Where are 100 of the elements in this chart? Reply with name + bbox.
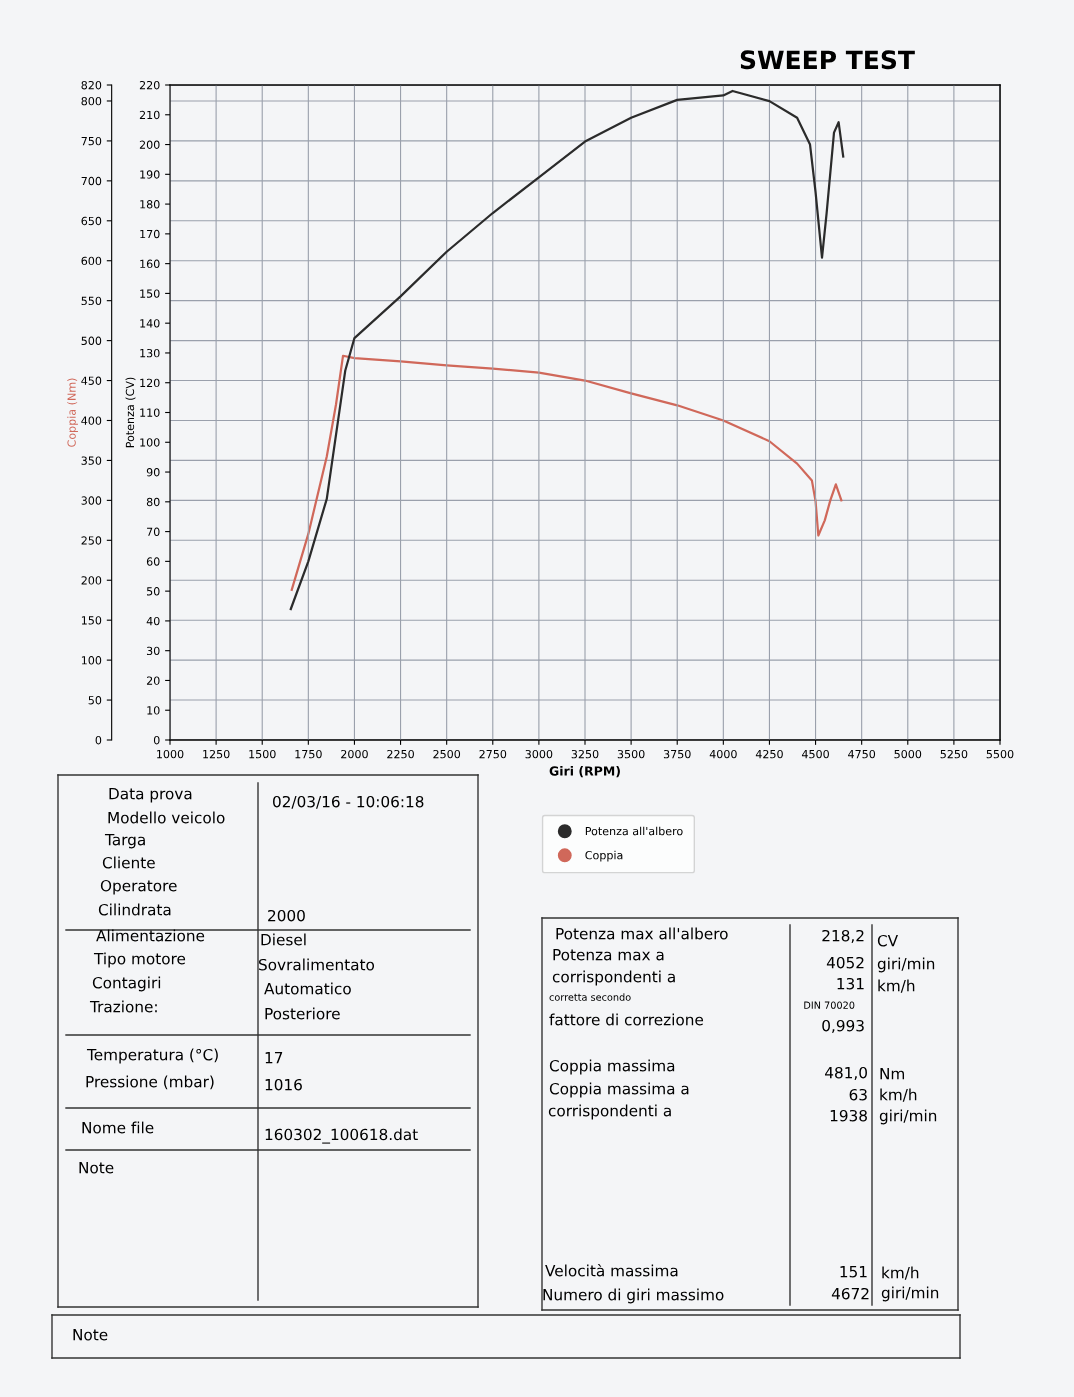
y-tick-label: 160 (140, 259, 160, 269)
text: 160302_100618.dat (265, 1128, 418, 1144)
text: 63 (849, 1088, 867, 1101)
y-tick-label: 70 (147, 527, 160, 536)
y2-tick-label: 820 (81, 80, 102, 90)
y2-tick-label: 50 (88, 696, 102, 705)
text: Nm (880, 1068, 905, 1080)
text: Modello veicolo (108, 811, 225, 824)
text: corrispondenti a (552, 970, 675, 986)
text: 17 (265, 1052, 283, 1064)
y-tick-label: 0 (153, 735, 160, 745)
y2-tick-label: 450 (81, 376, 102, 385)
x-tick-label: 5000 (894, 749, 922, 759)
text: Potenza max all'albero (556, 927, 728, 940)
x-tick-label: 3250 (571, 749, 599, 759)
x-tick-label: 2500 (433, 749, 461, 759)
line-series (290, 354, 843, 591)
text: Operatore (100, 879, 177, 895)
text: 1016 (265, 1078, 302, 1091)
x-tick-label: 5500 (986, 749, 1014, 759)
text: Temperatura (°C) (86, 1048, 218, 1064)
y2-tick-label: 250 (81, 536, 102, 545)
text: Note (73, 1329, 108, 1341)
y-axis-title: Potenza (CV) (125, 377, 136, 448)
y-tick-label: 30 (146, 646, 160, 656)
y-tick-label: 110 (140, 408, 160, 417)
y2-tick-label: 500 (81, 336, 102, 345)
y2-tick-label: 400 (81, 416, 102, 425)
text: Tipo motore (93, 952, 186, 968)
text: giri/min (877, 957, 935, 973)
text: corrispondenti a (548, 1104, 671, 1120)
y2-tick-label: 650 (81, 216, 102, 226)
text: Velocità massima (545, 1264, 678, 1277)
x-tick-label: 4750 (848, 749, 876, 759)
text: Cliente (102, 856, 155, 869)
text: 481,0 (825, 1066, 867, 1080)
text: giri/min (881, 1286, 939, 1302)
x-tick-label: 5250 (940, 749, 968, 759)
x-tick-label: 2750 (479, 749, 507, 759)
text: giri/min (879, 1109, 937, 1125)
x-tick-label: 3500 (617, 749, 645, 759)
text: km/h (882, 1266, 919, 1280)
y-tick-label: 50 (147, 587, 160, 596)
text: Nome file (82, 1121, 154, 1134)
y-tick-label: 120 (140, 378, 160, 388)
text: Data prova (109, 788, 192, 803)
y-tick-label: 60 (146, 557, 160, 566)
text: Coppia massima (549, 1059, 675, 1075)
text: Cilindrata (98, 903, 171, 916)
text: km/h (878, 979, 915, 993)
x-tick-label: 2000 (341, 749, 368, 759)
y2-tick-label: 200 (81, 576, 102, 585)
text: Trazione: (89, 1000, 157, 1013)
line-series (289, 89, 845, 611)
x-tick-label: 3750 (663, 749, 691, 759)
y-tick-label: 170 (140, 229, 160, 239)
y2-tick-label: 300 (81, 496, 102, 505)
text: 4052 (826, 956, 864, 969)
y2-tick-label: 150 (81, 616, 102, 625)
text: 2000 (268, 909, 305, 922)
y-tick-label: 220 (139, 80, 160, 90)
x-tick-label: 2250 (387, 749, 414, 759)
text: 218,2 (822, 929, 864, 943)
y-tick-label: 140 (140, 319, 160, 328)
y-tick-label: 20 (146, 676, 160, 685)
text: corretta secondo (549, 993, 631, 1001)
x-tick-label: 3000 (525, 749, 553, 759)
y2-tick-label: 800 (81, 96, 102, 106)
text: Sovralimentato (259, 958, 375, 971)
text: Contagiri (92, 976, 161, 992)
text: 02/03/16 - 10:06:18 (273, 795, 424, 809)
legend-label: Coppia (585, 850, 623, 862)
x-axis-title: Giri (RPM) (549, 766, 620, 778)
y2-tick-label: 0 (95, 735, 102, 745)
y2-tick-label: 550 (81, 296, 102, 306)
text: 151 (840, 1266, 867, 1278)
y2-tick-label: 100 (81, 656, 102, 665)
text: fattore di correzione (549, 1013, 704, 1026)
text: 0,993 (822, 1019, 864, 1033)
text: 4672 (831, 1287, 869, 1300)
y-tick-label: 190 (140, 170, 160, 179)
y2-tick-label: 600 (81, 256, 102, 266)
text: Numero di giri massimo (543, 1288, 724, 1304)
y2-tick-label: 350 (81, 456, 102, 465)
y2-tick-label: 750 (81, 136, 102, 146)
y-tick-label: 200 (139, 140, 160, 149)
text: km/h (880, 1088, 917, 1102)
y-tick-label: 10 (147, 706, 160, 715)
y-tick-label: 100 (140, 438, 160, 447)
text: Pressione (mbar) (86, 1075, 214, 1090)
text: Alimentazione (96, 929, 205, 942)
x-tick-label: 4500 (801, 749, 829, 759)
x-tick-label: 1000 (157, 749, 184, 759)
text: Potenza max a (553, 949, 664, 961)
y2-tick-label: 700 (81, 176, 102, 186)
legend-label: Potenza all'albero (585, 826, 683, 836)
text: Diesel (261, 933, 306, 946)
y-tick-label: 210 (139, 110, 160, 120)
x-tick-label: 1500 (249, 749, 276, 759)
chart-title: SWEEP TEST (740, 50, 915, 70)
